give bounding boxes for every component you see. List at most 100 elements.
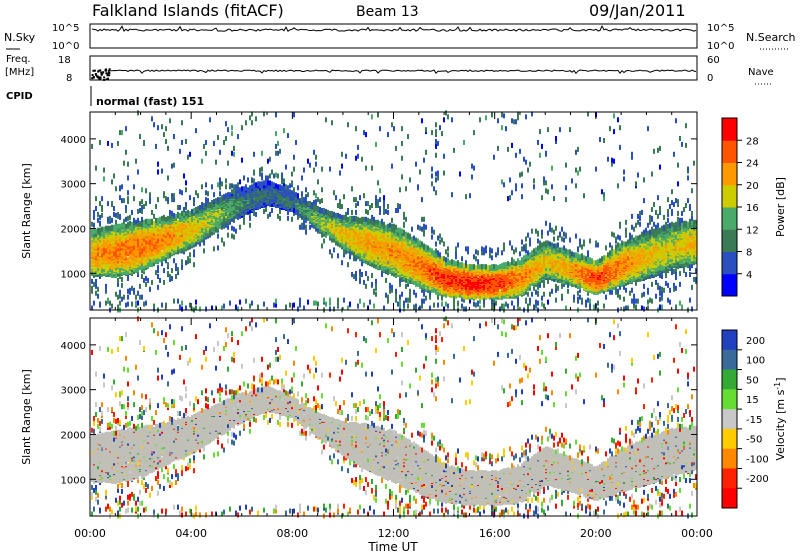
power-cell (159, 277, 161, 283)
power-cell (125, 207, 127, 213)
frequency-burst-mark (103, 78, 106, 81)
power-cell (321, 243, 323, 249)
power-cell (287, 215, 289, 221)
power-cell (249, 303, 251, 309)
power-cell (133, 196, 135, 202)
power-cell (173, 193, 175, 199)
power-cell (259, 181, 261, 187)
power-cell (343, 234, 345, 240)
power-cell (115, 186, 117, 192)
power-cell (123, 241, 125, 247)
power-cell (397, 203, 399, 209)
power-cell (373, 288, 375, 294)
power-cell (269, 173, 271, 179)
power-cell (123, 160, 125, 166)
power-cell (185, 210, 187, 216)
power-cell (103, 240, 105, 246)
power-cell (265, 180, 267, 186)
power-cell (315, 300, 317, 306)
power-cell (113, 224, 115, 230)
power-cell (223, 139, 225, 145)
power-cell (181, 306, 183, 312)
power-cell (165, 126, 167, 132)
power-cell (181, 264, 183, 270)
power-cell (195, 190, 197, 196)
power-cell (203, 143, 205, 149)
power-cell (319, 206, 321, 212)
power-cell (349, 215, 351, 221)
power-cell (239, 224, 241, 230)
power-cell (179, 304, 181, 310)
power-cell (201, 158, 203, 164)
power-cell (339, 204, 341, 210)
power-cell (179, 212, 181, 218)
power-cell (341, 163, 343, 169)
power-cell (113, 211, 115, 217)
power-cell (105, 287, 107, 293)
power-cell (293, 166, 295, 172)
frequency-burst-mark (100, 73, 103, 76)
power-cell (313, 167, 315, 173)
power-cell (277, 150, 279, 156)
power-cell (179, 189, 181, 195)
power-cell (143, 277, 145, 283)
power-cell (363, 279, 365, 285)
power-cell (157, 125, 159, 131)
power-cell (123, 222, 125, 228)
power-cell (155, 204, 157, 210)
power-cell (193, 249, 195, 255)
power-cell (123, 218, 125, 224)
power-cell (121, 130, 123, 136)
power-cell (309, 224, 311, 230)
power-cell (199, 205, 201, 211)
power-cell (383, 221, 385, 227)
power-cell (335, 212, 337, 218)
power-cell (205, 150, 207, 156)
power-cell (161, 251, 163, 257)
power-cell (347, 207, 349, 213)
power-cell (97, 211, 99, 217)
power-cell (229, 183, 231, 189)
power-cell (175, 213, 177, 219)
power-cell (131, 209, 133, 215)
power-cell (205, 139, 207, 145)
power-cell (169, 273, 171, 279)
power-cell (369, 218, 371, 224)
power-cell (93, 222, 95, 228)
power-cell (277, 140, 279, 146)
power-cell (327, 209, 329, 215)
power-cell (107, 252, 109, 258)
power-cell (369, 299, 371, 305)
power-cell (163, 279, 165, 285)
power-cell (361, 216, 363, 222)
power-cell (341, 151, 343, 157)
power-cell (363, 302, 365, 308)
power-cell (377, 219, 379, 225)
power-cell (177, 219, 179, 225)
power-cell (347, 216, 349, 222)
frequency-burst-mark (92, 69, 95, 72)
power-cell (99, 301, 101, 307)
power-cell (95, 165, 97, 171)
power-cell (125, 126, 127, 132)
power-cell (351, 215, 353, 221)
power-cell (261, 172, 263, 178)
power-cell (293, 154, 295, 160)
power-cell (359, 195, 361, 201)
power-cell (137, 241, 139, 247)
power-cell (153, 306, 155, 312)
power-cell (223, 194, 225, 200)
power-cell (355, 209, 357, 215)
power-cell (109, 225, 111, 231)
power-cell (277, 184, 279, 190)
power-cell (93, 214, 95, 220)
power-cell (103, 167, 105, 173)
power-cell (355, 155, 357, 161)
frequency-burst-mark (108, 74, 111, 77)
power-cell (331, 210, 333, 216)
power-cell (141, 205, 143, 211)
power-cell (181, 300, 183, 306)
power-cell (165, 302, 167, 308)
power-cell (115, 224, 117, 230)
